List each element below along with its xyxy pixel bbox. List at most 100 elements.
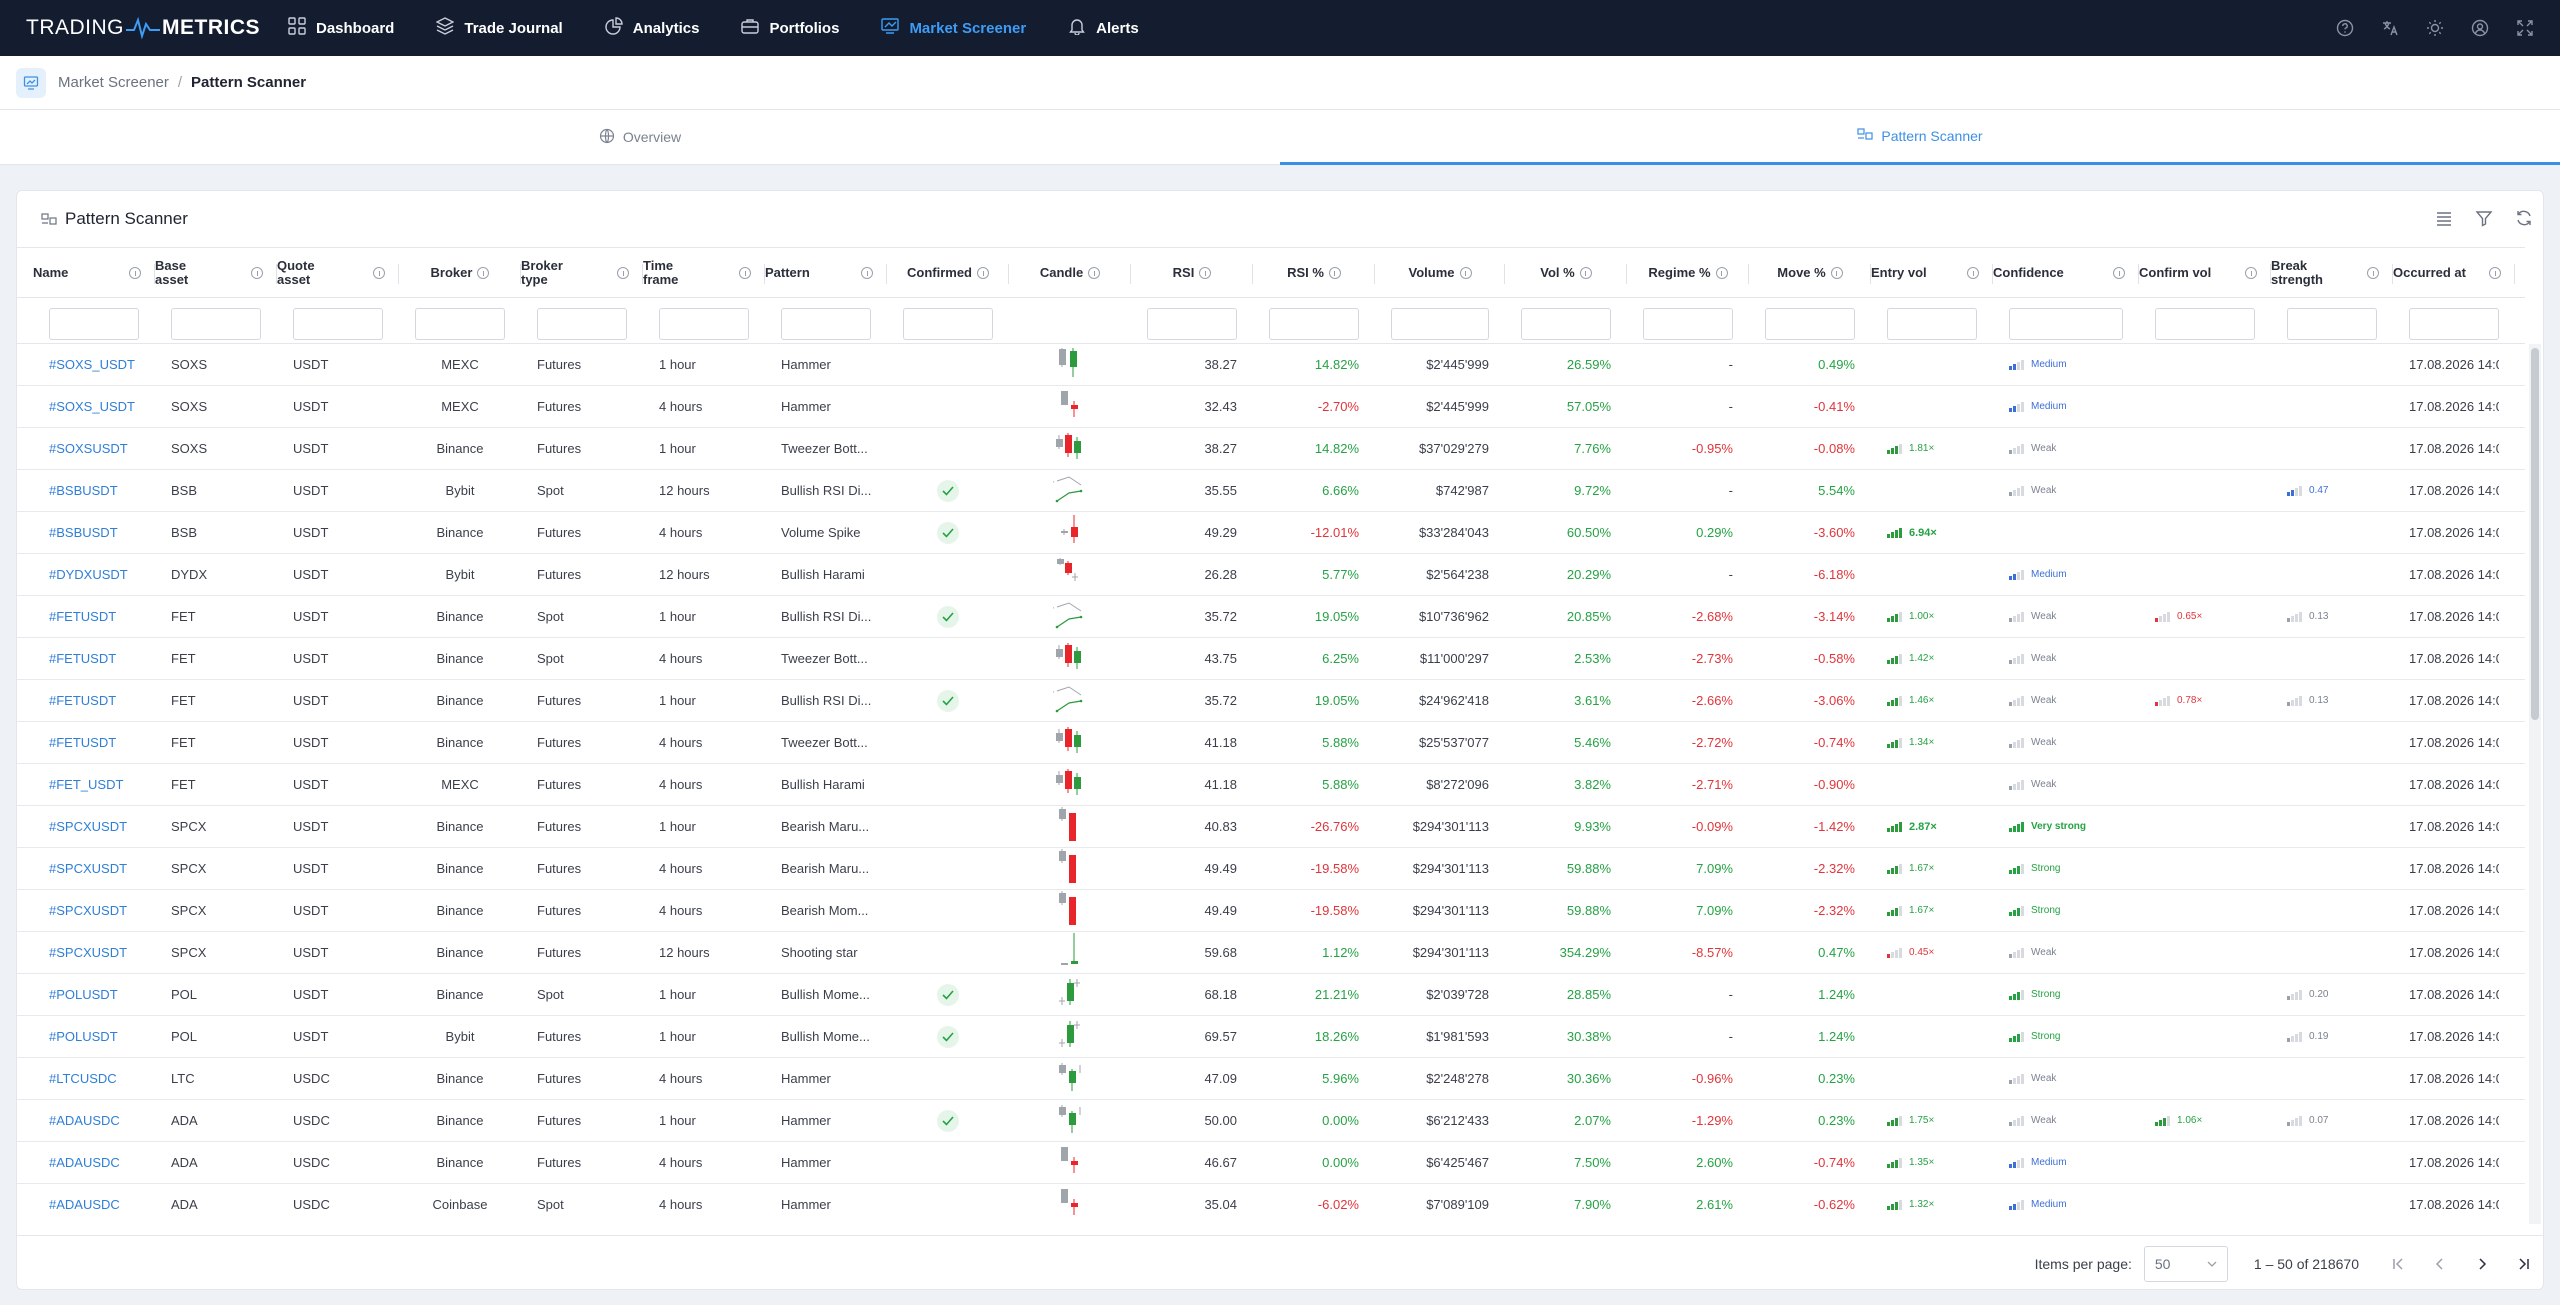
nav-item-portfolios[interactable]: Portfolios <box>741 0 839 56</box>
info-icon[interactable] <box>617 267 629 279</box>
info-icon[interactable] <box>861 267 873 279</box>
info-icon[interactable] <box>251 267 263 279</box>
table-row[interactable]: #ADAUSDC ADA USDC Binance Futures 1 hour Hamme… <box>17 1100 2525 1142</box>
previous-page-icon[interactable] <box>2433 1257 2447 1271</box>
filter-input-move[interactable] <box>1765 308 1855 340</box>
nav-item-analytics[interactable]: Analytics <box>605 0 699 56</box>
cell-value[interactable]: #DYDXUSDT <box>49 567 128 582</box>
info-icon[interactable] <box>2489 267 2501 279</box>
column-header-name[interactable]: Name <box>33 248 155 298</box>
refresh-icon[interactable] <box>2515 209 2533 227</box>
filter-input-pattern[interactable] <box>781 308 871 340</box>
filter-input-rsip[interactable] <box>1269 308 1359 340</box>
nav-item-market-screener[interactable]: Market Screener <box>881 0 1026 56</box>
cell-value[interactable]: #SPCXUSDT <box>49 819 128 834</box>
tab-pattern-scanner[interactable]: Pattern Scanner <box>1280 110 2560 165</box>
table-row[interactable]: #SOXSUSDT SOXS USDT Binance Futures 1 hour Twe… <box>17 428 2525 470</box>
help-icon[interactable] <box>2336 19 2354 37</box>
info-icon[interactable] <box>1830 267 1843 279</box>
cell-value[interactable]: #POLUSDT <box>49 1029 118 1044</box>
info-icon[interactable] <box>1715 267 1728 279</box>
cell-value[interactable]: #BSBUSDT <box>49 483 118 498</box>
column-header-rsi[interactable]: RSI <box>1131 248 1253 298</box>
filter-input-rsi[interactable] <box>1147 308 1237 340</box>
filter-input-base[interactable] <box>171 308 261 340</box>
info-icon[interactable] <box>2367 267 2379 279</box>
filter-input-regime[interactable] <box>1643 308 1733 340</box>
cell-value[interactable]: #FETUSDT <box>49 609 117 624</box>
table-row[interactable]: #POLUSDT POL USDT Bybit Futures 1 hour Bullish… <box>17 1016 2525 1058</box>
first-page-icon[interactable] <box>2391 1257 2405 1271</box>
theme-sun-icon[interactable] <box>2426 19 2444 37</box>
cell-value[interactable]: #SOXS_USDT <box>49 357 135 372</box>
column-header-base[interactable]: Base asset <box>155 248 277 298</box>
fullscreen-icon[interactable] <box>2516 19 2534 37</box>
column-header-rsip[interactable]: RSI % <box>1253 248 1375 298</box>
table-row[interactable]: #FETUSDT FET USDT Binance Spot 1 hour Bullish … <box>17 596 2525 638</box>
column-header-move[interactable]: Move % <box>1749 248 1871 298</box>
table-row[interactable]: #FETUSDT FET USDT Binance Futures 4 hours Twee… <box>17 722 2525 764</box>
table-scrollbar[interactable] <box>2529 344 2541 1224</box>
column-header-confirmed[interactable]: Confirmed <box>887 248 1009 298</box>
cell-value[interactable]: #SPCXUSDT <box>49 945 128 960</box>
nav-item-alerts[interactable]: Alerts <box>1068 0 1139 56</box>
table-row[interactable]: #SPCXUSDT SPCX USDT Binance Futures 12 hours S… <box>17 932 2525 974</box>
column-header-candle[interactable]: Candle <box>1009 248 1131 298</box>
column-header-regime[interactable]: Regime % <box>1627 248 1749 298</box>
info-icon[interactable] <box>1088 267 1101 279</box>
cell-value[interactable]: #ADAUSDC <box>49 1113 120 1128</box>
cell-value[interactable]: #ADAUSDC <box>49 1197 120 1212</box>
info-icon[interactable] <box>373 267 385 279</box>
table-row[interactable]: #DYDXUSDT DYDX USDT Bybit Futures 12 hours Bul… <box>17 554 2525 596</box>
tab-overview[interactable]: Overview <box>0 110 1280 165</box>
filter-input-volp[interactable] <box>1521 308 1611 340</box>
column-header-confidence[interactable]: Confidence <box>1993 248 2139 298</box>
filter-icon[interactable] <box>2475 209 2493 227</box>
table-row[interactable]: #SPCXUSDT SPCX USDT Binance Futures 4 hours Be… <box>17 848 2525 890</box>
cell-value[interactable]: #POLUSDT <box>49 987 118 1002</box>
column-header-confirmvol[interactable]: Confirm vol <box>2139 248 2271 298</box>
filter-input-confirmvol[interactable] <box>2155 308 2255 340</box>
column-header-volume[interactable]: Volume <box>1375 248 1505 298</box>
info-icon[interactable] <box>1967 267 1979 279</box>
table-row[interactable]: #FETUSDT FET USDT Binance Spot 4 hours Tweezer… <box>17 638 2525 680</box>
column-header-pattern[interactable]: Pattern <box>765 248 887 298</box>
info-icon[interactable] <box>1199 267 1212 279</box>
table-row[interactable]: #BSBUSDT BSB USDT Binance Futures 4 hours Volu… <box>17 512 2525 554</box>
column-header-occurred[interactable]: Occurred at <box>2393 248 2515 298</box>
cell-value[interactable]: #BSBUSDT <box>49 525 118 540</box>
cell-value[interactable]: #SOXSUSDT <box>49 441 128 456</box>
column-header-btype[interactable]: Broker type <box>521 248 643 298</box>
column-header-quote[interactable]: Quote asset <box>277 248 399 298</box>
filter-input-occurred[interactable] <box>2409 308 2499 340</box>
filter-input-quote[interactable] <box>293 308 383 340</box>
info-icon[interactable] <box>129 267 141 279</box>
logo[interactable]: TRADING METRICS <box>26 16 260 40</box>
column-header-entryvol[interactable]: Entry vol <box>1871 248 1993 298</box>
cell-value[interactable]: #FETUSDT <box>49 651 117 666</box>
info-icon[interactable] <box>477 267 490 279</box>
filter-input-entryvol[interactable] <box>1887 308 1977 340</box>
column-header-breakstr[interactable]: Break strength <box>2271 248 2393 298</box>
breadcrumb-parent[interactable]: Market Screener <box>58 74 169 91</box>
cell-value[interactable]: #FETUSDT <box>49 735 117 750</box>
column-header-volp[interactable]: Vol % <box>1505 248 1627 298</box>
language-icon[interactable] <box>2381 19 2399 37</box>
filter-input-tf[interactable] <box>659 308 749 340</box>
info-icon[interactable] <box>1579 267 1592 279</box>
column-header-tf[interactable]: Time frame <box>643 248 765 298</box>
filter-input-broker[interactable] <box>415 308 505 340</box>
table-row[interactable]: #FET_USDT FET USDT MEXC Futures 4 hours Bullis… <box>17 764 2525 806</box>
table-row[interactable]: #SPCXUSDT SPCX USDT Binance Futures 4 hours Be… <box>17 890 2525 932</box>
table-row[interactable]: #BSBUSDT BSB USDT Bybit Spot 12 hours Bullish … <box>17 470 2525 512</box>
cell-value[interactable]: #SPCXUSDT <box>49 861 128 876</box>
table-row[interactable]: #SOXS_USDT SOXS USDT MEXC Futures 4 hours Hamm… <box>17 386 2525 428</box>
info-icon[interactable] <box>739 267 751 279</box>
filter-input-confirmed[interactable] <box>903 308 993 340</box>
columns-icon[interactable] <box>2435 209 2453 227</box>
filter-input-breakstr[interactable] <box>2287 308 2377 340</box>
nav-item-dashboard[interactable]: Dashboard <box>288 0 394 56</box>
info-icon[interactable] <box>1328 267 1341 279</box>
table-row[interactable]: #POLUSDT POL USDT Binance Spot 1 hour Bullish … <box>17 974 2525 1016</box>
items-per-page-select[interactable]: 50 <box>2143 1245 2228 1282</box>
